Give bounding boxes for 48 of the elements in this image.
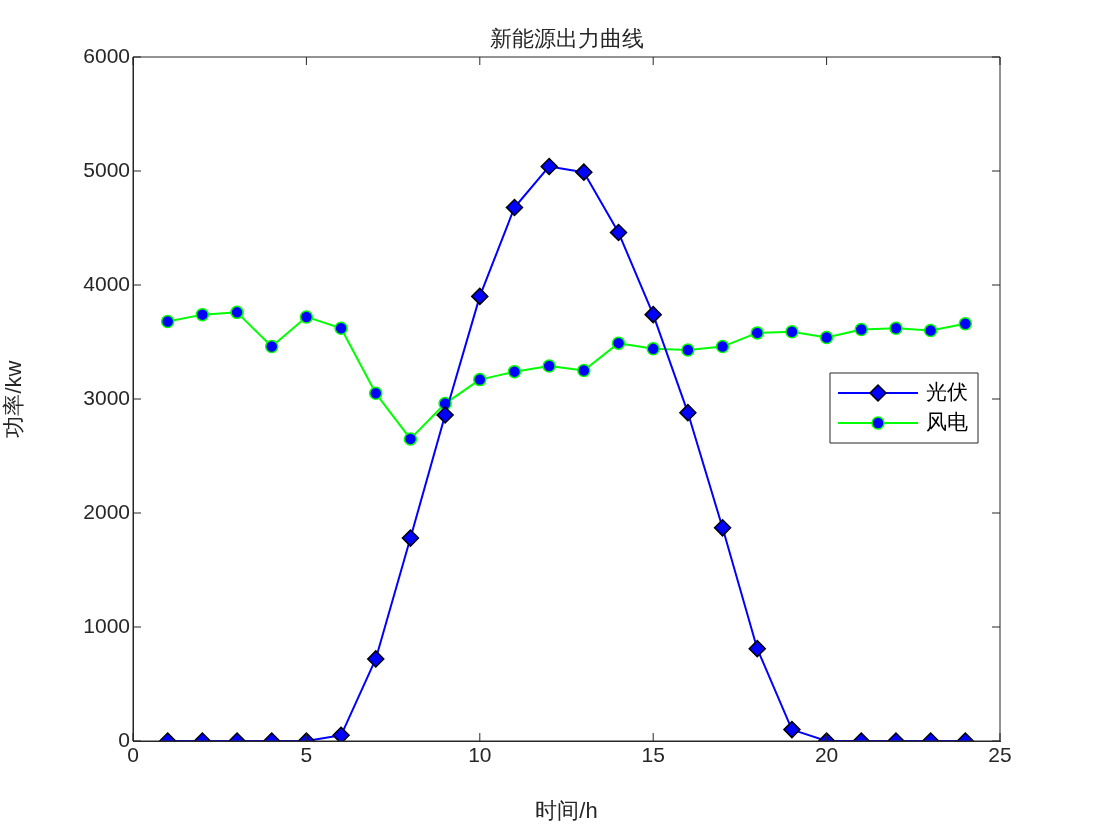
point <box>854 322 869 337</box>
point <box>575 163 593 181</box>
chart-title: 新能源出力曲线 <box>489 26 644 52</box>
point <box>334 321 348 336</box>
point <box>958 317 973 331</box>
y-tick-label: 6000 <box>83 43 130 67</box>
point <box>264 339 279 354</box>
point <box>785 324 799 339</box>
point <box>160 314 175 329</box>
y-tick-label: 0 <box>118 727 130 751</box>
point <box>473 372 487 387</box>
point <box>577 363 591 378</box>
point <box>507 364 522 379</box>
point <box>436 406 454 424</box>
point <box>540 157 558 176</box>
point <box>471 287 489 306</box>
x-axis-title: 时间/h <box>535 797 598 823</box>
point <box>750 326 764 340</box>
point <box>230 305 244 320</box>
x-tick-label: 20 <box>814 743 839 767</box>
point <box>609 223 628 242</box>
point <box>923 323 938 338</box>
legend-label: 光伏 <box>926 379 968 403</box>
point <box>889 321 903 336</box>
y-tick-label: 2000 <box>83 499 130 523</box>
point <box>195 307 210 322</box>
legend-label: 风电 <box>926 409 968 433</box>
point <box>681 343 695 357</box>
x-tick-label: 10 <box>468 743 492 767</box>
y-tick-label: 3000 <box>83 385 130 409</box>
point <box>644 305 662 324</box>
y-tick-label: 5000 <box>83 157 130 181</box>
point <box>646 342 660 356</box>
point <box>679 403 697 422</box>
x-tick-label: 25 <box>988 743 1012 767</box>
y-tick-label: 4000 <box>83 271 130 295</box>
point <box>819 330 834 345</box>
point <box>403 432 418 446</box>
y-tick-label: 1000 <box>83 613 130 637</box>
x-tick-label: 15 <box>641 743 665 767</box>
point <box>611 336 626 350</box>
point <box>369 386 383 401</box>
y-axis-title: 功率/kw <box>1 360 27 438</box>
x-tick-label: 5 <box>300 743 313 767</box>
point <box>299 310 314 324</box>
point <box>715 339 730 354</box>
point <box>505 198 524 217</box>
point <box>542 359 556 373</box>
